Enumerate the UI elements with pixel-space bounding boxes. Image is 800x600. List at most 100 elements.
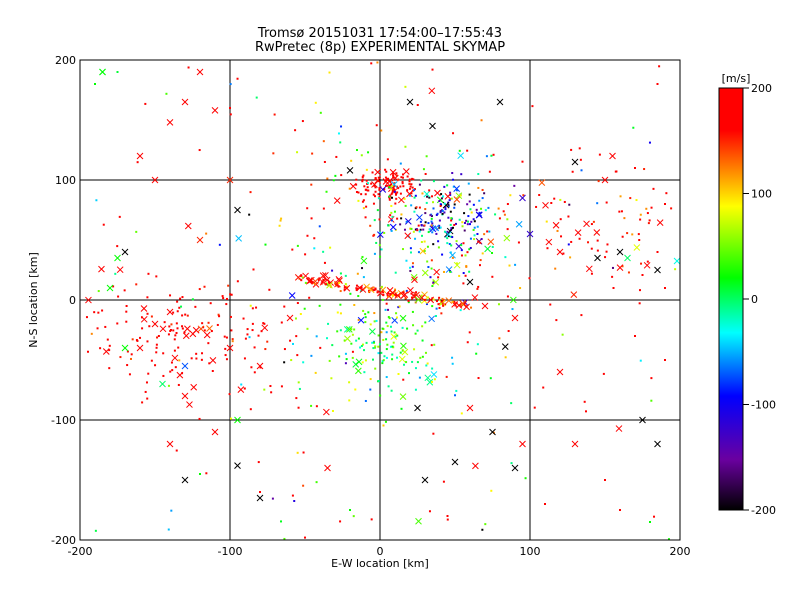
data-point [550,201,553,204]
data-point [315,481,318,484]
data-cross [369,328,376,335]
data-point [389,214,392,217]
colorbar-tick-label: -200 [751,504,776,517]
data-point [361,361,364,364]
data-point [439,210,442,213]
data-point [458,149,461,152]
data-point [116,245,119,248]
data-point [356,272,359,275]
data-point [497,207,500,210]
data-point [90,332,93,335]
data-point [146,397,149,400]
data-point [420,241,423,244]
data-point [430,267,433,270]
data-point [478,211,481,214]
data-point [464,274,467,277]
data-point [467,215,470,218]
data-point [370,287,373,290]
data-point [385,321,388,324]
data-cross [445,297,453,304]
data-cross [594,254,601,262]
data-point [513,184,516,187]
data-point [621,265,624,268]
data-point [462,242,465,245]
data-point [128,373,131,376]
data-point [598,153,601,156]
data-point [570,240,573,243]
data-point [447,205,450,208]
data-point [183,331,186,334]
data-point [433,378,436,381]
data-point [401,248,404,251]
data-point [319,111,322,114]
data-point [411,177,414,180]
data-point [144,390,147,393]
data-cross [203,331,211,339]
data-point [432,243,435,246]
data-point [370,182,373,185]
data-point [511,308,514,311]
data-point [441,209,444,212]
data-point [224,347,227,350]
data-point [172,311,175,314]
data-point [362,174,365,177]
data-point [438,226,441,229]
data-point [465,219,468,222]
data-point [102,223,105,226]
data-point [437,246,440,249]
data-point [361,180,364,183]
data-point [481,528,484,531]
grid-lines [80,60,680,540]
data-cross [176,371,184,379]
data-point [374,367,377,370]
data-point [408,180,411,183]
data-point [331,409,334,412]
data-cross [526,230,534,238]
data-point [364,359,367,362]
data-point [296,302,299,305]
data-point [506,228,509,231]
data-point [126,364,129,367]
data-cross [196,68,204,76]
data-point [310,280,313,283]
data-point [171,369,174,372]
data-point [397,178,400,181]
data-point [590,223,593,226]
data-cross [352,361,360,368]
data-point [450,219,453,222]
data-point [641,274,644,277]
data-point [556,229,559,232]
data-point [408,194,411,197]
data-point [361,200,364,203]
data-point [320,282,323,285]
data-point [585,410,588,413]
data-point [438,224,441,227]
data-point [337,285,340,288]
data-point [369,378,372,381]
data-point [303,307,306,310]
data-cross [556,368,564,376]
data-cross [571,440,579,448]
data-point [412,324,415,327]
data-point [397,187,400,190]
data-point [387,177,390,180]
data-point [504,256,507,259]
data-cross [374,168,382,176]
data-point [401,182,404,185]
data-cross [542,201,549,209]
chart-subtitle: RwPretec (8p) EXPERIMENTAL SKYMAP [255,40,505,55]
data-point [168,325,171,328]
data-point [440,300,443,303]
data-point [94,529,97,532]
data-point [355,183,358,186]
data-point [371,289,374,292]
data-point [380,248,383,251]
data-point [401,326,404,329]
data-cross [136,344,144,352]
data-point [432,180,435,183]
data-point [402,185,405,188]
data-cross [487,238,495,246]
colorbar-ticks: 200 100 0 -100 -200 [743,82,776,517]
data-point [229,293,232,296]
